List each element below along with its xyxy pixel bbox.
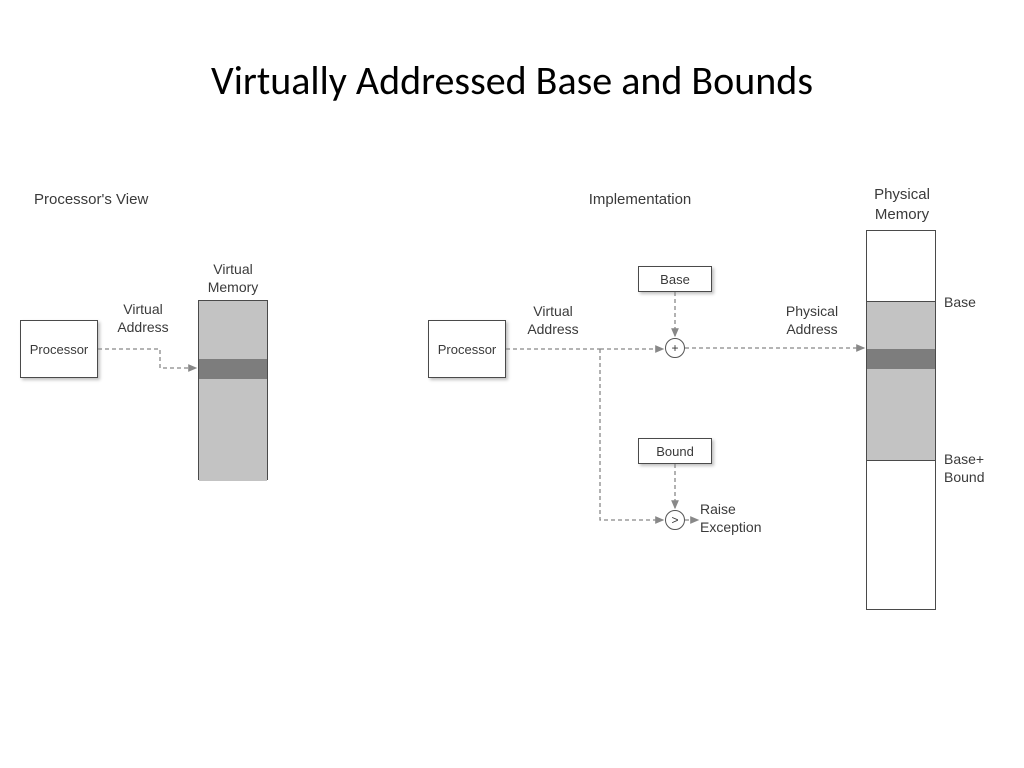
right-processor-box: Processor — [428, 320, 506, 378]
left-vm-segment — [199, 301, 267, 481]
bound-box-label: Bound — [656, 444, 694, 459]
right-processor-label: Processor — [438, 342, 497, 357]
phys-mem-dark-stripe — [867, 349, 935, 369]
basebound-tag: Base+ Bound — [944, 450, 1014, 486]
plus-icon: + — [671, 341, 678, 355]
header-implementation: Implementation — [560, 190, 720, 210]
arrow-left-proc-to-vm — [98, 349, 196, 368]
pa-label: Physical Address — [772, 302, 852, 338]
gt-op: > — [665, 510, 685, 530]
physical-memory-bar — [866, 230, 936, 610]
plus-op: + — [665, 338, 685, 358]
right-va-label: Virtual Address — [518, 302, 588, 338]
left-processor-label: Processor — [30, 342, 89, 357]
phys-mem-segment — [867, 301, 935, 461]
slide-title: Virtually Addressed Base and Bounds — [0, 56, 1024, 105]
base-box: Base — [638, 266, 712, 292]
left-virtual-memory-bar — [198, 300, 268, 480]
gt-icon: > — [671, 513, 678, 527]
base-box-label: Base — [660, 272, 690, 287]
header-processor-view: Processor's View — [34, 190, 194, 210]
header-physical-memory: Physical Memory — [852, 185, 952, 224]
base-tag: Base — [944, 293, 1004, 311]
left-vm-label: Virtual Memory — [198, 260, 268, 296]
arrow-branch-down — [600, 349, 663, 520]
left-vm-dark-stripe — [199, 359, 267, 379]
left-processor-box: Processor — [20, 320, 98, 378]
left-va-label: Virtual Address — [108, 300, 178, 336]
bound-box: Bound — [638, 438, 712, 464]
raise-label: Raise Exception — [700, 500, 780, 536]
